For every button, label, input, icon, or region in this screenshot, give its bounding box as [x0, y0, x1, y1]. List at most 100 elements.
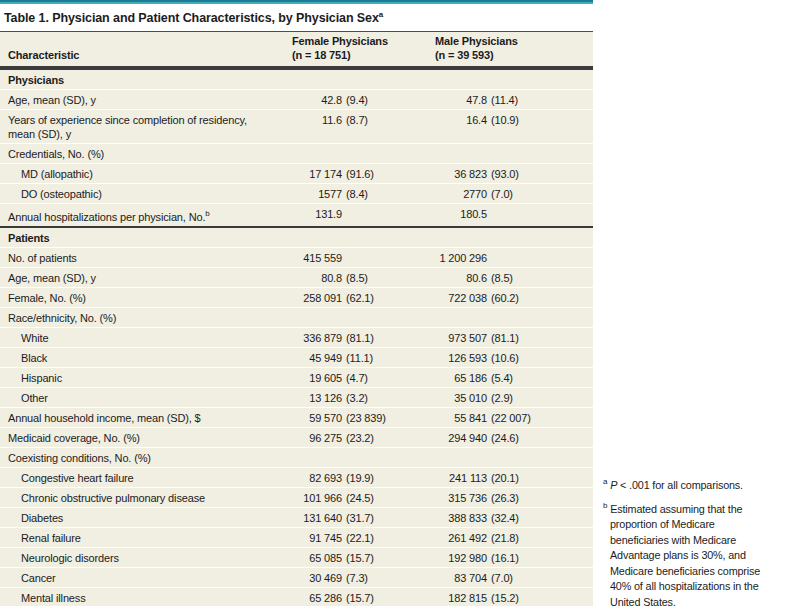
male-value: 16.4(10.9) — [435, 113, 593, 127]
table-row: Renal failure 91 745(22.1) 261 492(21.8) — [0, 527, 593, 547]
row-label: Race/ethnicity, No. (%) — [0, 311, 292, 325]
table-row: Physicians — [0, 68, 593, 89]
female-value: 13 126(3.2) — [292, 391, 435, 405]
table-row: Patients — [0, 226, 593, 247]
row-label: Annual hospitalizations per physician, N… — [0, 207, 292, 224]
table-row: Neurologic disorders 65 085(15.7) 192 98… — [0, 547, 593, 567]
female-value — [292, 73, 435, 87]
male-value — [435, 147, 593, 161]
male-value: 388 833(32.4) — [435, 511, 593, 525]
female-value: 80.8(8.5) — [292, 271, 435, 285]
row-label: Years of experience since completion of … — [0, 113, 292, 141]
female-value: 45 949(11.1) — [292, 351, 435, 365]
female-value: 131 640(31.7) — [292, 511, 435, 525]
female-value — [292, 451, 435, 465]
male-value — [435, 231, 593, 245]
female-value: 258 091(62.1) — [292, 291, 435, 305]
row-label: Credentials, No. (%) — [0, 147, 292, 161]
male-value: 722 038(60.2) — [435, 291, 593, 305]
table-row: White 336 879(81.1) 973 507(81.1) — [0, 327, 593, 347]
table-row: Credentials, No. (%) — [0, 143, 593, 163]
table-row: Years of experience since completion of … — [0, 109, 593, 143]
male-value: 973 507(81.1) — [435, 331, 593, 345]
table-row: Cancer 30 469(7.3) 83 704(7.0) — [0, 567, 593, 587]
male-value: 1 200 296 — [435, 251, 593, 265]
male-value: 261 492(21.8) — [435, 531, 593, 545]
table-title-text: Table 1. Physician and Patient Character… — [4, 11, 379, 25]
male-value: 192 980(16.1) — [435, 551, 593, 565]
male-value: 35 010(2.9) — [435, 391, 593, 405]
female-value: 336 879(81.1) — [292, 331, 435, 345]
table-row: Medicaid coverage, No. (%) 96 275(23.2) … — [0, 427, 593, 447]
female-value: 91 745(22.1) — [292, 531, 435, 545]
table-row: Coexisting conditions, No. (%) — [0, 447, 593, 467]
table-row: Age, mean (SD), y 42.8(9.4) 47.8(11.4) — [0, 89, 593, 109]
female-value: 17 174(91.6) — [292, 167, 435, 181]
journal-table: Table 1. Physician and Patient Character… — [0, 0, 593, 606]
male-header-line1: Male Physicians — [435, 35, 593, 49]
footnote-b: b Estimated assuming that the proportion… — [603, 498, 799, 606]
female-physicians-header: Female Physicians (n = 18 751) — [292, 35, 435, 62]
female-value: 1577(8.4) — [292, 187, 435, 201]
male-value: 47.8(11.4) — [435, 93, 593, 107]
female-value: 131.9 — [292, 207, 435, 221]
row-label: Patients — [0, 231, 292, 245]
row-label: Chronic obstructive pulmonary disease — [0, 491, 292, 505]
row-label: Coexisting conditions, No. (%) — [0, 451, 292, 465]
row-label: Neurologic disorders — [0, 551, 292, 565]
male-value: 83 704(7.0) — [435, 571, 593, 585]
row-label: Mental illness — [0, 591, 292, 605]
footnote-b-text: Estimated assuming that the proportion o… — [610, 503, 760, 606]
table-row: MD (allopathic) 17 174(91.6) 36 823(93.0… — [0, 163, 593, 183]
male-value: 36 823(93.0) — [435, 167, 593, 181]
footnotes: a P < .001 for all comparisons. b Estima… — [603, 474, 799, 606]
female-value: 65 085(15.7) — [292, 551, 435, 565]
row-label: Cancer — [0, 571, 292, 585]
row-label: MD (allopathic) — [0, 167, 292, 181]
table-row: Annual hospitalizations per physician, N… — [0, 203, 593, 226]
female-value — [292, 311, 435, 325]
row-label: Medicaid coverage, No. (%) — [0, 431, 292, 445]
male-physicians-header: Male Physicians (n = 39 593) — [435, 35, 593, 62]
female-value: 96 275(23.2) — [292, 431, 435, 445]
row-label: No. of patients — [0, 251, 292, 265]
male-value — [435, 451, 593, 465]
row-label: Age, mean (SD), y — [0, 271, 292, 285]
female-value: 101 966(24.5) — [292, 491, 435, 505]
page: Table 1. Physician and Patient Character… — [0, 0, 800, 606]
male-header-line2: (n = 39 593) — [435, 49, 593, 63]
table-row: Hispanic 19 605(4.7) 65 186(5.4) — [0, 367, 593, 387]
row-label: White — [0, 331, 292, 345]
table-row: Congestive heart failure 82 693(19.9) 24… — [0, 467, 593, 487]
female-value: 65 286(15.7) — [292, 591, 435, 605]
footnote-a-text: < .001 for all comparisons. — [617, 479, 743, 491]
row-label: DO (osteopathic) — [0, 187, 292, 201]
table-row: Chronic obstructive pulmonary disease 10… — [0, 487, 593, 507]
male-value: 180.5 — [435, 207, 593, 221]
footnote-a: a P < .001 for all comparisons. — [603, 474, 799, 493]
table-title: Table 1. Physician and Patient Character… — [0, 4, 593, 31]
table-row: Annual household income, mean (SD), $ 59… — [0, 407, 593, 427]
table-row: DO (osteopathic) 1577(8.4) 2770(7.0) — [0, 183, 593, 203]
table-row: Black 45 949(11.1) 126 593(10.6) — [0, 347, 593, 367]
female-value — [292, 147, 435, 161]
female-value: 42.8(9.4) — [292, 93, 435, 107]
female-value: 82 693(19.9) — [292, 471, 435, 485]
characteristic-header: Characteristic — [0, 49, 292, 63]
row-label: Diabetes — [0, 511, 292, 525]
row-label: Female, No. (%) — [0, 291, 292, 305]
row-label: Congestive heart failure — [0, 471, 292, 485]
row-label: Renal failure — [0, 531, 292, 545]
row-label: Black — [0, 351, 292, 365]
male-value: 182 815(15.2) — [435, 591, 593, 605]
male-value: 126 593(10.6) — [435, 351, 593, 365]
table-body: Physicians Age, mean (SD), y 42.8(9.4) 4… — [0, 68, 593, 606]
female-value: 19 605(4.7) — [292, 371, 435, 385]
row-label: Physicians — [0, 73, 292, 87]
female-header-line2: (n = 18 751) — [292, 49, 435, 63]
row-label: Annual household income, mean (SD), $ — [0, 411, 292, 425]
male-value: 2770(7.0) — [435, 187, 593, 201]
female-value — [292, 231, 435, 245]
female-value: 30 469(7.3) — [292, 571, 435, 585]
male-value: 55 841(22 007) — [435, 411, 593, 425]
